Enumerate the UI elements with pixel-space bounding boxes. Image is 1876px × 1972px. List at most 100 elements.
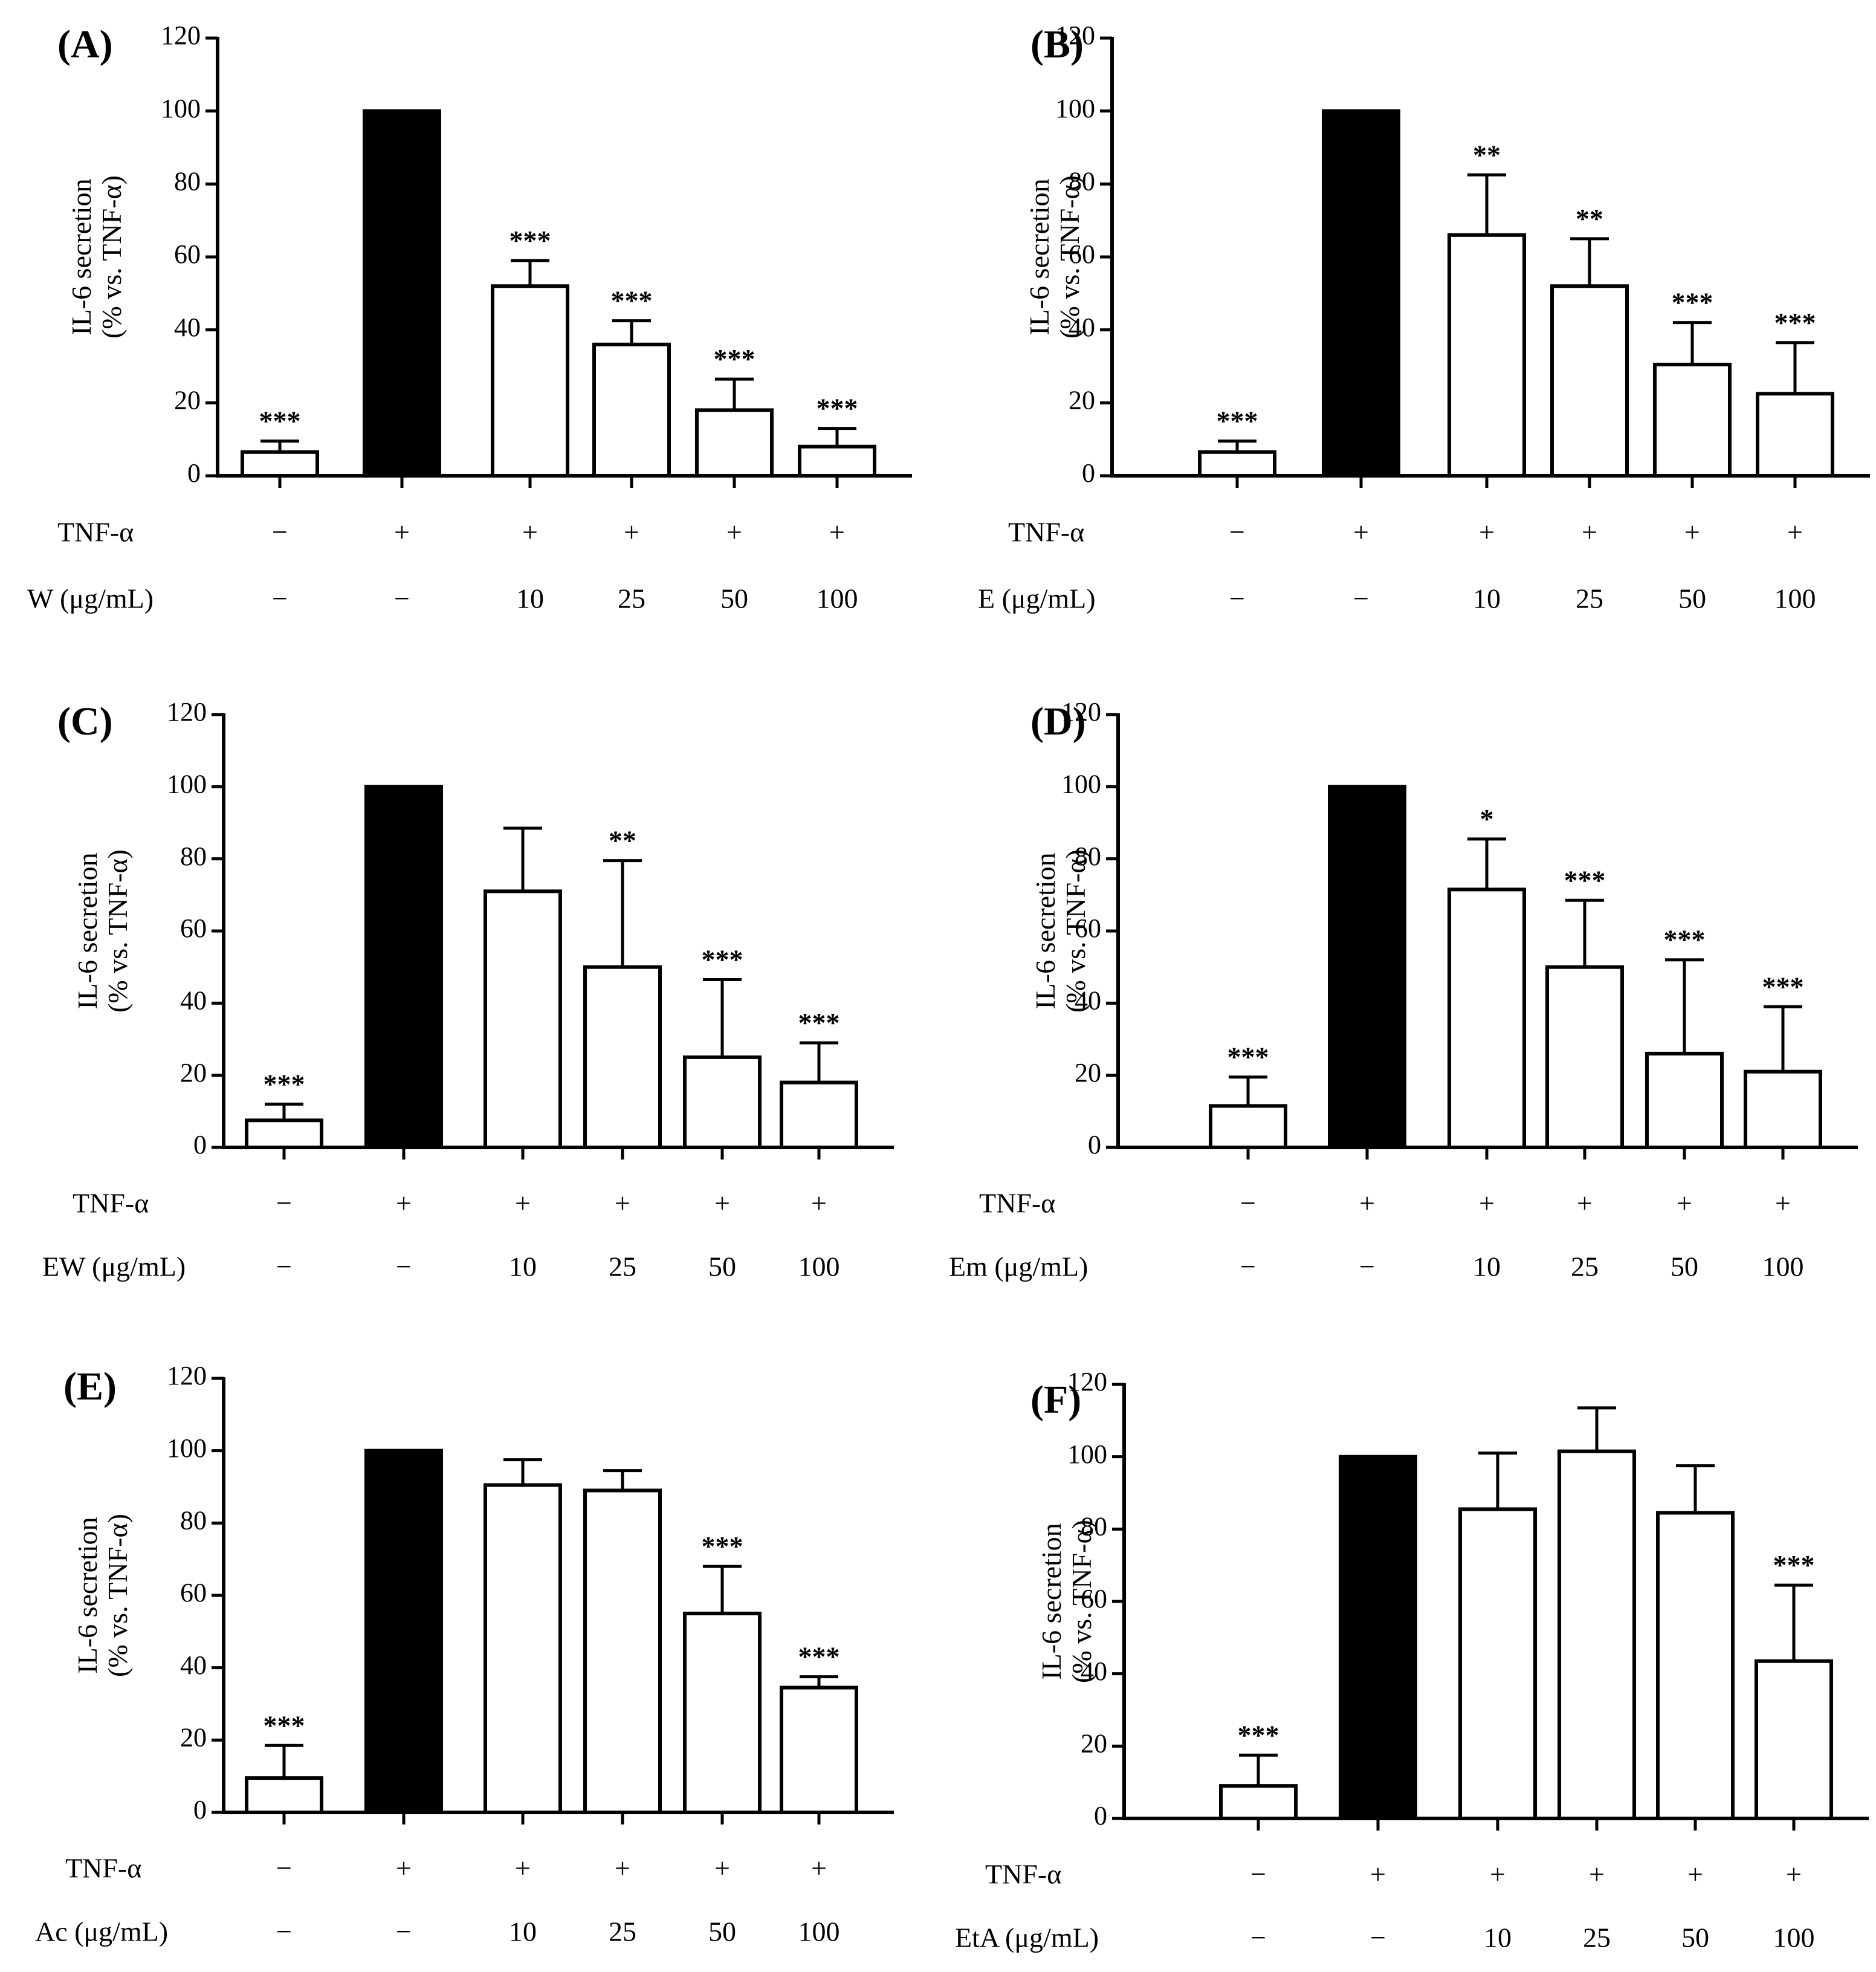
y-tick-label: 0 bbox=[1088, 1130, 1101, 1160]
dose-row-value: 50 bbox=[708, 1916, 736, 1947]
bar bbox=[1755, 1659, 1833, 1821]
y-axis-label: IL-6 secretion bbox=[72, 1517, 103, 1673]
significance-label: *** bbox=[817, 393, 858, 424]
tnf-row-value: + bbox=[394, 517, 410, 548]
tnf-row-value: + bbox=[1787, 517, 1803, 548]
dose-row-value: 25 bbox=[1576, 583, 1603, 614]
dose-row-value: 100 bbox=[798, 1251, 840, 1282]
y-tick-label: 40 bbox=[1075, 985, 1101, 1015]
dose-row-value: 25 bbox=[609, 1251, 636, 1282]
tnf-row-value: − bbox=[1250, 1859, 1266, 1890]
dose-row-value: − bbox=[1240, 1251, 1256, 1282]
dose-row-value: 100 bbox=[1762, 1251, 1804, 1282]
y-tick-label: 40 bbox=[174, 313, 201, 342]
y-axis-label: IL-6 secretion bbox=[1036, 1523, 1067, 1679]
dose-row-value: − bbox=[1370, 1922, 1386, 1953]
y-axis-label: IL-6 secretion bbox=[66, 178, 97, 335]
y-tick-label: 100 bbox=[167, 769, 207, 799]
dose-row-label: EW (μg/mL) bbox=[42, 1251, 186, 1282]
dose-row-value: 10 bbox=[516, 583, 544, 614]
tnf-row-value: + bbox=[1687, 1859, 1703, 1890]
panel-label: (F) bbox=[1030, 1378, 1081, 1422]
tnf-row-value: + bbox=[1582, 517, 1597, 548]
dose-row-label: E (μg/mL) bbox=[978, 583, 1096, 614]
tnf-row-value: + bbox=[515, 1853, 531, 1884]
y-tick-label: 100 bbox=[161, 94, 201, 123]
dose-row-value: 10 bbox=[1473, 583, 1501, 614]
dose-row-value: − bbox=[396, 1251, 412, 1282]
dose-row-value: 50 bbox=[720, 583, 748, 614]
y-tick-label: 120 bbox=[1055, 21, 1095, 50]
bar bbox=[683, 1055, 762, 1150]
tnf-row-value: − bbox=[276, 1188, 292, 1219]
y-tick-label: 60 bbox=[1081, 1584, 1107, 1614]
tnf-row-value: + bbox=[714, 1188, 730, 1219]
tnf-row-label: TNF-α bbox=[1008, 517, 1084, 548]
dose-row-label: EtA (μg/mL) bbox=[955, 1922, 1099, 1953]
bar bbox=[1198, 450, 1276, 478]
bar bbox=[1656, 1511, 1735, 1821]
bar bbox=[1219, 1784, 1298, 1820]
significance-label: *** bbox=[798, 1007, 840, 1038]
tnf-row-value: + bbox=[1775, 1188, 1791, 1219]
significance-label: *** bbox=[611, 285, 653, 316]
y-tick-label: 60 bbox=[1075, 913, 1101, 943]
significance-label: *** bbox=[1217, 406, 1258, 436]
tnf-row-value: − bbox=[1229, 517, 1245, 548]
y-tick-label: 100 bbox=[1055, 94, 1095, 123]
y-axis-label: IL-6 secretion bbox=[1024, 178, 1055, 335]
tnf-row-value: + bbox=[522, 517, 538, 548]
significance-label: *** bbox=[264, 1068, 305, 1099]
dose-row-value: − bbox=[1250, 1922, 1266, 1953]
y-tick-label: 80 bbox=[180, 842, 207, 871]
bar bbox=[1545, 965, 1624, 1149]
dose-row-value: 25 bbox=[1583, 1922, 1611, 1953]
y-axis-label-units: (% vs. TNF-α) bbox=[96, 175, 127, 339]
tnf-row-value: − bbox=[276, 1853, 292, 1884]
dose-row-value: 25 bbox=[618, 583, 645, 614]
y-tick-label: 20 bbox=[180, 1722, 207, 1752]
dose-row-value: − bbox=[394, 583, 410, 614]
dose-row-value: − bbox=[276, 1251, 292, 1282]
y-tick-label: 60 bbox=[180, 913, 207, 943]
y-tick-label: 120 bbox=[167, 1361, 207, 1390]
dose-row-value: − bbox=[1353, 583, 1369, 614]
significance-label: *** bbox=[264, 1710, 305, 1740]
y-tick-label: 20 bbox=[1075, 1058, 1101, 1088]
bar bbox=[583, 965, 662, 1149]
dose-row-value: 25 bbox=[1571, 1251, 1599, 1282]
y-tick-label: 100 bbox=[1061, 769, 1101, 799]
dose-row-value: 50 bbox=[1678, 583, 1706, 614]
y-tick-label: 0 bbox=[193, 1130, 207, 1160]
dose-row-value: 25 bbox=[609, 1916, 636, 1947]
dose-row-value: − bbox=[1359, 1251, 1375, 1282]
tnf-row-value: + bbox=[1370, 1859, 1386, 1890]
bar bbox=[1339, 1455, 1417, 1821]
y-tick-label: 20 bbox=[1081, 1728, 1107, 1758]
bar bbox=[1550, 284, 1629, 478]
tnf-row-value: − bbox=[1240, 1188, 1256, 1219]
significance-label: *** bbox=[1564, 864, 1606, 895]
significance-label: *** bbox=[702, 944, 743, 975]
dose-row-value: 50 bbox=[708, 1251, 736, 1282]
y-tick-label: 20 bbox=[174, 385, 201, 415]
tnf-row-value: + bbox=[1589, 1859, 1605, 1890]
tnf-row-value: + bbox=[1353, 517, 1369, 548]
y-tick-label: 0 bbox=[1082, 458, 1095, 488]
bar bbox=[780, 1685, 858, 1814]
significance-label: *** bbox=[1774, 307, 1816, 338]
y-tick-label: 40 bbox=[180, 1650, 207, 1680]
tnf-row-value: + bbox=[1490, 1859, 1506, 1890]
y-tick-label: 80 bbox=[1069, 166, 1095, 196]
tnf-row-value: + bbox=[396, 1188, 412, 1219]
significance-label: *** bbox=[259, 406, 301, 436]
bar bbox=[484, 889, 562, 1150]
dose-row-value: 100 bbox=[1773, 1922, 1815, 1953]
significance-label: *** bbox=[1227, 1042, 1269, 1072]
dose-row-value: 100 bbox=[817, 583, 858, 614]
bar bbox=[1322, 109, 1400, 478]
tnf-row-value: + bbox=[714, 1853, 730, 1884]
tnf-row-value: + bbox=[1577, 1188, 1593, 1219]
y-axis-label-units: (% vs. TNF-α) bbox=[1060, 849, 1091, 1013]
y-axis-label-units: (% vs. TNF-α) bbox=[1066, 1520, 1097, 1683]
